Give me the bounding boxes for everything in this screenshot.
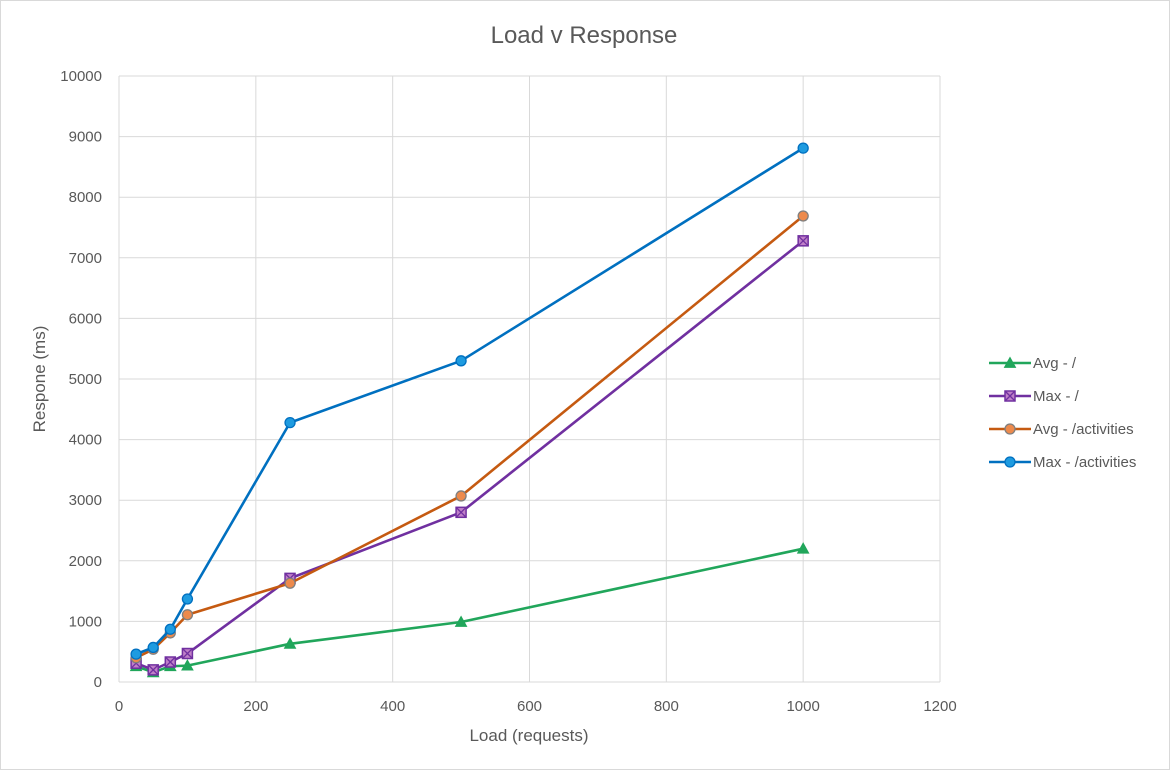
legend-item-avg-activities: Avg - /activities bbox=[989, 421, 1134, 438]
legend-avg-root-triangle-marker bbox=[1003, 356, 1017, 368]
point-avg-activities-circle-marker bbox=[797, 210, 809, 222]
y-tick-label: 3000 bbox=[69, 492, 102, 509]
legend-label-avg-activities: Avg - /activities bbox=[1033, 421, 1134, 438]
axis-ticks: 0100020003000400050006000700080009000100… bbox=[60, 68, 956, 715]
legend-item-max-root: Max - / bbox=[989, 388, 1080, 405]
point-max-root-xbox-marker bbox=[455, 506, 467, 519]
point-max-activities-circle-marker bbox=[284, 416, 296, 429]
x-tick-label: 1200 bbox=[923, 698, 956, 715]
legend: Avg - / Max - / Avg - /activities Max - /ac… bbox=[989, 355, 1136, 471]
point-avg-root-triangle-marker bbox=[283, 637, 297, 649]
point-avg-activities-circle-marker bbox=[284, 577, 296, 589]
point-max-root-marker-cross-b bbox=[164, 656, 176, 668]
legend-max-root-marker-cross-b bbox=[1004, 390, 1016, 402]
point-avg-root-triangle-marker bbox=[454, 615, 468, 627]
x-tick-label: 400 bbox=[380, 698, 405, 715]
legend-item-max-activities: Max - /activities bbox=[989, 454, 1136, 471]
series-max-root bbox=[130, 235, 809, 676]
point-avg-root-triangle-marker bbox=[796, 542, 810, 554]
point-max-root-xbox-marker bbox=[164, 656, 177, 668]
y-tick-label: 6000 bbox=[69, 310, 102, 327]
series-avg-root bbox=[129, 542, 810, 678]
y-tick-label: 5000 bbox=[69, 371, 102, 388]
point-max-activities-circle-marker bbox=[164, 623, 176, 635]
series-plot bbox=[129, 142, 810, 678]
point-max-root-marker-cross-b bbox=[147, 664, 159, 676]
point-max-root-marker-cross-b bbox=[797, 235, 809, 247]
point-max-root-xbox-marker bbox=[147, 664, 159, 676]
point-max-activities-circle-marker bbox=[147, 641, 159, 654]
y-tick-label: 7000 bbox=[69, 250, 102, 267]
x-tick-label: 600 bbox=[517, 698, 542, 715]
point-avg-activities-circle-marker bbox=[455, 490, 467, 502]
point-max-activities-circle-marker bbox=[130, 648, 142, 660]
grid bbox=[118, 75, 941, 683]
series-line-max-activities bbox=[135, 147, 804, 656]
x-axis-title: Load (requests) bbox=[469, 726, 588, 745]
point-avg-root-triangle-marker bbox=[181, 659, 194, 671]
y-tick-label: 9000 bbox=[69, 129, 102, 146]
y-tick-label: 10000 bbox=[60, 68, 102, 85]
legend-label-max-activities: Max - /activities bbox=[1033, 454, 1136, 471]
point-max-root-xbox-marker bbox=[797, 235, 809, 247]
legend-item-avg-root: Avg - / bbox=[989, 355, 1077, 372]
chart-title: Load v Response bbox=[491, 22, 678, 49]
point-max-root-marker-cross-b bbox=[455, 506, 467, 518]
series-line-avg-activities bbox=[135, 214, 804, 659]
y-tick-label: 8000 bbox=[69, 189, 102, 206]
series-max-activities bbox=[130, 142, 809, 660]
y-axis-title: Respone (ms) bbox=[30, 326, 49, 433]
legend-label-max-root: Max - / bbox=[1033, 388, 1080, 405]
x-tick-label: 200 bbox=[243, 698, 268, 715]
series-line-avg-root bbox=[135, 547, 804, 674]
legend-max-activities-circle-marker bbox=[1004, 456, 1016, 468]
point-max-root-xbox-marker bbox=[181, 647, 194, 660]
y-tick-label: 2000 bbox=[69, 553, 102, 570]
series-line-max-root bbox=[135, 239, 804, 672]
x-tick-label: 1000 bbox=[786, 698, 819, 715]
y-tick-label: 1000 bbox=[69, 613, 102, 630]
point-avg-activities-circle-marker bbox=[181, 609, 194, 621]
point-max-activities-circle-marker bbox=[455, 355, 467, 367]
x-tick-label: 800 bbox=[654, 698, 679, 715]
point-max-activities-circle-marker bbox=[797, 142, 809, 154]
point-max-activities-circle-marker bbox=[181, 593, 194, 605]
legend-label-avg-root: Avg - / bbox=[1033, 355, 1077, 372]
legend-max-root-xbox-marker bbox=[1004, 390, 1016, 402]
y-tick-label: 0 bbox=[94, 674, 102, 691]
x-tick-label: 0 bbox=[115, 698, 123, 715]
legend-avg-activities-circle-marker bbox=[1004, 423, 1016, 435]
series-avg-activities bbox=[130, 210, 809, 664]
y-tick-label: 4000 bbox=[69, 432, 102, 449]
point-max-root-marker-cross-b bbox=[181, 648, 193, 659]
